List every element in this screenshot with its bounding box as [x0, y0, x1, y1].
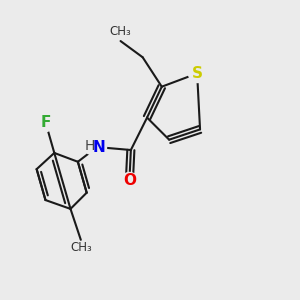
- Text: S: S: [192, 66, 203, 81]
- Text: F: F: [40, 115, 51, 130]
- Text: N: N: [93, 140, 106, 154]
- Text: CH₃: CH₃: [70, 241, 92, 254]
- Text: O: O: [123, 173, 136, 188]
- Text: H: H: [85, 139, 95, 153]
- Text: CH₃: CH₃: [110, 25, 131, 38]
